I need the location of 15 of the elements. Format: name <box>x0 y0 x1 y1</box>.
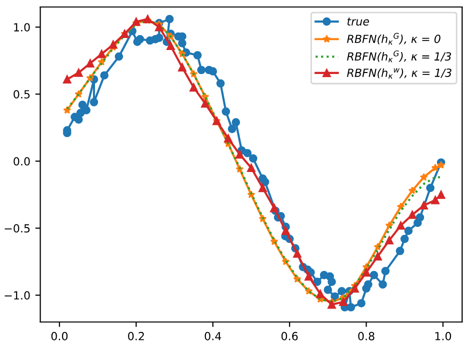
x-tick-label: 0.8 <box>358 332 374 340</box>
y-tick-label: −0.5 <box>4 224 30 233</box>
x-tick-label: 0.2 <box>128 332 144 340</box>
y-tick-label: 0.0 <box>14 157 30 166</box>
x-tick-label: 0.4 <box>204 332 222 340</box>
x-tick-label: 0.0 <box>51 332 68 340</box>
legend-label: RBFN(h$_{κ}$$^{G}$), κ = 0 <box>347 32 440 45</box>
y-tick-label: 1.0 <box>14 23 30 32</box>
y-tick-label: −1.0 <box>4 291 30 300</box>
x-tick-label: 0.6 <box>281 332 298 340</box>
x-tick-label: 1.0 <box>435 332 452 340</box>
y-tick-label: 0.5 <box>14 90 30 99</box>
legend-label: RBFN(h$_{κ}$$^{G}$), κ = 1/3 <box>347 50 452 62</box>
legend-label: RBFN(h$_{κ}$$^{w}$), κ = 1/3 <box>347 68 452 79</box>
legend-label: true <box>347 18 370 26</box>
